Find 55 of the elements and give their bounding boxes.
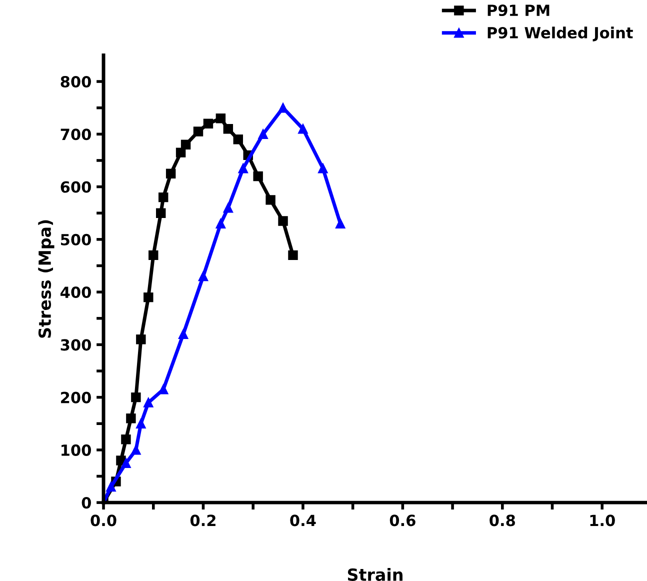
point bbox=[166, 168, 176, 178]
point bbox=[176, 148, 186, 158]
point bbox=[278, 216, 288, 226]
x-tick-label: 0.2 bbox=[190, 514, 216, 526]
point bbox=[198, 271, 208, 282]
point bbox=[298, 124, 308, 134]
point bbox=[288, 250, 298, 260]
x-tick-label: 1.0 bbox=[590, 514, 615, 526]
point bbox=[180, 140, 191, 150]
y-tick-label: 300 bbox=[60, 339, 91, 351]
point bbox=[258, 129, 268, 140]
point bbox=[266, 195, 276, 205]
legend-label: P91 Welded Joint bbox=[488, 26, 633, 42]
point bbox=[233, 134, 244, 144]
y-tick-label: 600 bbox=[60, 181, 91, 193]
point bbox=[158, 192, 168, 202]
point bbox=[335, 218, 346, 228]
point bbox=[121, 434, 131, 444]
point bbox=[223, 124, 234, 134]
point bbox=[278, 102, 288, 113]
y-axis-title: Stress (Mpa) bbox=[38, 220, 54, 338]
y-tick-label: 700 bbox=[60, 128, 91, 140]
x-tick-label: 0.6 bbox=[390, 514, 416, 526]
point bbox=[216, 218, 226, 228]
x-tick-label: 0.0 bbox=[90, 514, 116, 526]
point bbox=[216, 113, 226, 124]
legend-label: P91 PM bbox=[488, 4, 550, 16]
y-tick-label: 100 bbox=[62, 444, 91, 456]
y-tick-label: 800 bbox=[60, 76, 91, 88]
point bbox=[178, 329, 188, 340]
point bbox=[318, 163, 328, 174]
point bbox=[116, 456, 126, 466]
point bbox=[131, 392, 141, 402]
y-tick-label: 500 bbox=[61, 234, 91, 246]
point bbox=[144, 398, 154, 408]
point bbox=[148, 250, 158, 260]
y-tick-label: 200 bbox=[61, 392, 91, 404]
point bbox=[136, 334, 146, 344]
point bbox=[126, 413, 136, 424]
point bbox=[131, 445, 141, 455]
point bbox=[203, 118, 214, 128]
point bbox=[193, 126, 204, 136]
x-tick-label: 0.4 bbox=[290, 514, 316, 526]
point bbox=[144, 292, 154, 302]
point bbox=[253, 171, 263, 182]
point bbox=[223, 202, 234, 213]
point bbox=[136, 418, 146, 428]
x-axis-title: Strain bbox=[348, 568, 402, 581]
point bbox=[121, 458, 131, 468]
point bbox=[156, 208, 166, 218]
y-tick-label: 400 bbox=[60, 286, 91, 298]
point bbox=[106, 482, 116, 492]
x-tick-label: 0.8 bbox=[490, 514, 515, 526]
y-tick-label: 0 bbox=[82, 497, 91, 509]
point bbox=[238, 163, 248, 174]
